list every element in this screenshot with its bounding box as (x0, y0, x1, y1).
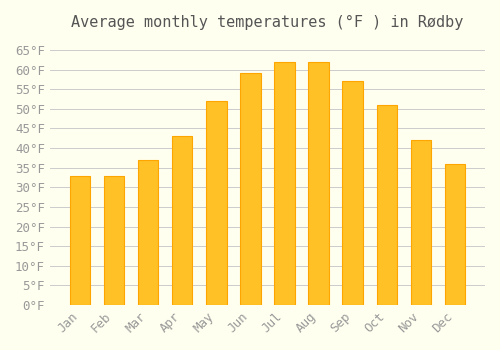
Bar (70, 175, 90, 305)
Bar (410, 140, 431, 305)
Bar (445, 164, 465, 305)
Bar (376, 105, 397, 305)
Bar (240, 74, 260, 305)
Bar (274, 62, 294, 305)
Bar (104, 175, 124, 305)
Bar (206, 101, 227, 305)
Bar (172, 136, 193, 305)
Bar (342, 81, 363, 305)
Bar (138, 160, 158, 305)
Bar (308, 62, 329, 305)
Title: Average monthly temperatures (°F ) in Rødby: Average monthly temperatures (°F ) in Rø… (71, 15, 464, 30)
